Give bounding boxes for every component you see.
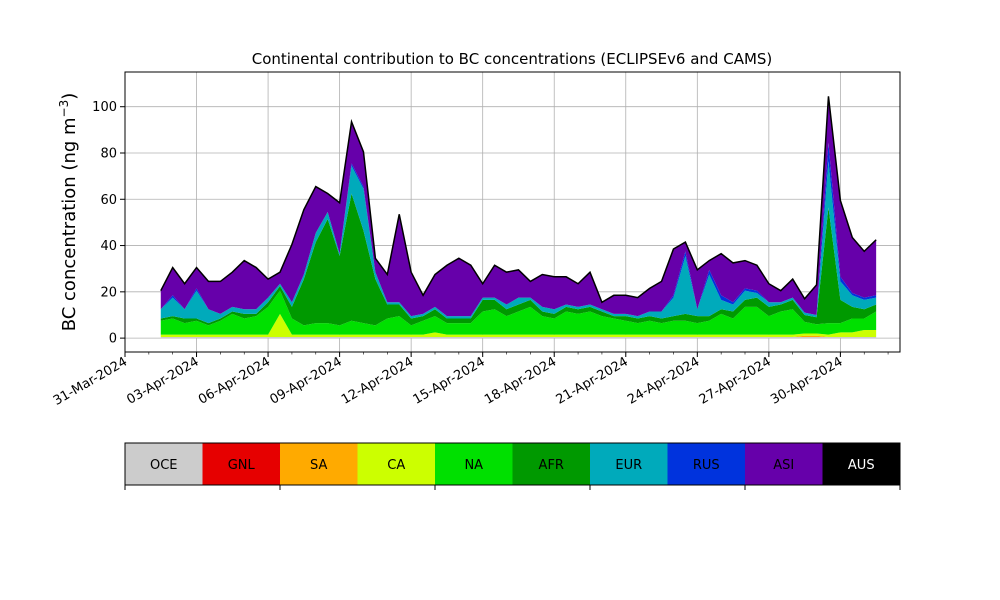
- colorbar-swatch-na: [435, 443, 513, 485]
- y-axis-label-exponent: −3: [57, 100, 71, 118]
- area-series-afr: [160, 193, 877, 326]
- colorbar-legend: OCE GNL SA CA NA AFR EUR RUS ASI AUS: [124, 442, 901, 490]
- colorbar-label-eur: EUR: [615, 458, 642, 473]
- area-series-oce: [160, 336, 877, 339]
- colorbar-swatch-eur: [590, 443, 668, 485]
- colorbar-swatch-gnl: [202, 443, 280, 485]
- chart-title: Continental contribution to BC concentra…: [252, 50, 773, 68]
- colorbar-label-oce: OCE: [150, 458, 178, 473]
- total-outline: [160, 96, 877, 304]
- y-tick-label: 80: [100, 146, 117, 161]
- area-series-na: [160, 290, 877, 335]
- axes-frame: [124, 71, 901, 353]
- y-axis-label-suffix: ): [59, 93, 80, 100]
- colorbar-frame: [124, 442, 901, 486]
- colorbar-label-asi: ASI: [773, 458, 794, 473]
- colorbar-label-afr: AFR: [539, 458, 564, 473]
- colorbar-label-gnl: GNL: [228, 458, 256, 473]
- area-series-asi: [160, 96, 877, 317]
- colorbar-label-sa: SA: [310, 458, 327, 473]
- colorbar-swatch-oce: [125, 443, 203, 485]
- y-tick-label: 40: [100, 239, 117, 254]
- colorbar-label-aus: AUS: [848, 458, 875, 473]
- colorbar-swatch-ca: [357, 443, 435, 485]
- y-tick-label: 60: [100, 193, 117, 208]
- colorbar-swatch-asi: [745, 443, 823, 485]
- colorbar-label-na: NA: [464, 458, 483, 473]
- colorbar-swatch-rus: [667, 443, 745, 485]
- y-tick-label: 20: [100, 285, 117, 300]
- colorbar-swatch-sa: [280, 443, 358, 485]
- y-axis-label-text: BC concentration (ng m: [59, 117, 80, 331]
- y-tick-label: 0: [109, 332, 117, 347]
- y-axis-label: BC concentration (ng m−3): [57, 93, 80, 332]
- colorbar-label-rus: RUS: [693, 458, 720, 473]
- area-series-sa: [160, 335, 877, 337]
- colorbar-swatch-afr: [512, 443, 590, 485]
- colorbar-label-ca: CA: [387, 458, 405, 473]
- colorbar-swatch-aus: [822, 443, 900, 485]
- y-tick-label: 100: [92, 100, 117, 115]
